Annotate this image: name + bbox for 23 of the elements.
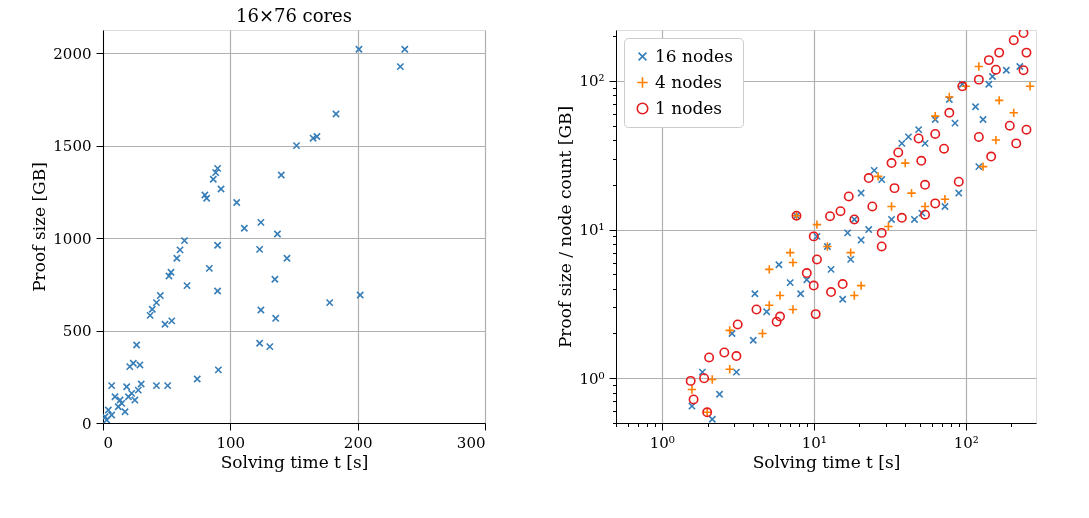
x-tick-label: 10² <box>953 433 979 452</box>
x-tick-label: 10⁰ <box>649 433 675 452</box>
x-tick-label: 200 <box>343 433 373 452</box>
legend-label: 4 nodes <box>655 71 723 92</box>
x-tick-label: 10¹ <box>801 433 827 452</box>
x-tick-label: 0 <box>103 433 114 452</box>
chart-title: 16×76 cores <box>235 5 353 26</box>
y-tick-label: 1500 <box>53 137 92 156</box>
y-axis-title: Proof size [GB] <box>29 162 50 292</box>
legend-label: 16 nodes <box>655 45 733 66</box>
y-tick-label: 10¹ <box>579 221 605 240</box>
x-tick-label: 300 <box>456 433 486 452</box>
y-tick-label: 500 <box>62 322 92 341</box>
x-tick-label: 100 <box>216 433 246 452</box>
y-tick-label: 0 <box>81 414 92 433</box>
x-axis-title: Solving time t [s] <box>220 451 369 472</box>
y-tick-label: 1000 <box>53 229 92 248</box>
legend-label: 1 nodes <box>655 97 723 118</box>
y-tick-label: 2000 <box>53 44 92 63</box>
x-axis-title: Solving time t [s] <box>752 451 901 472</box>
y-tick-label: 10² <box>579 72 605 91</box>
y-axis-title: Proof size / node count [GB] <box>555 105 576 349</box>
y-tick-label: 10⁰ <box>579 369 605 388</box>
